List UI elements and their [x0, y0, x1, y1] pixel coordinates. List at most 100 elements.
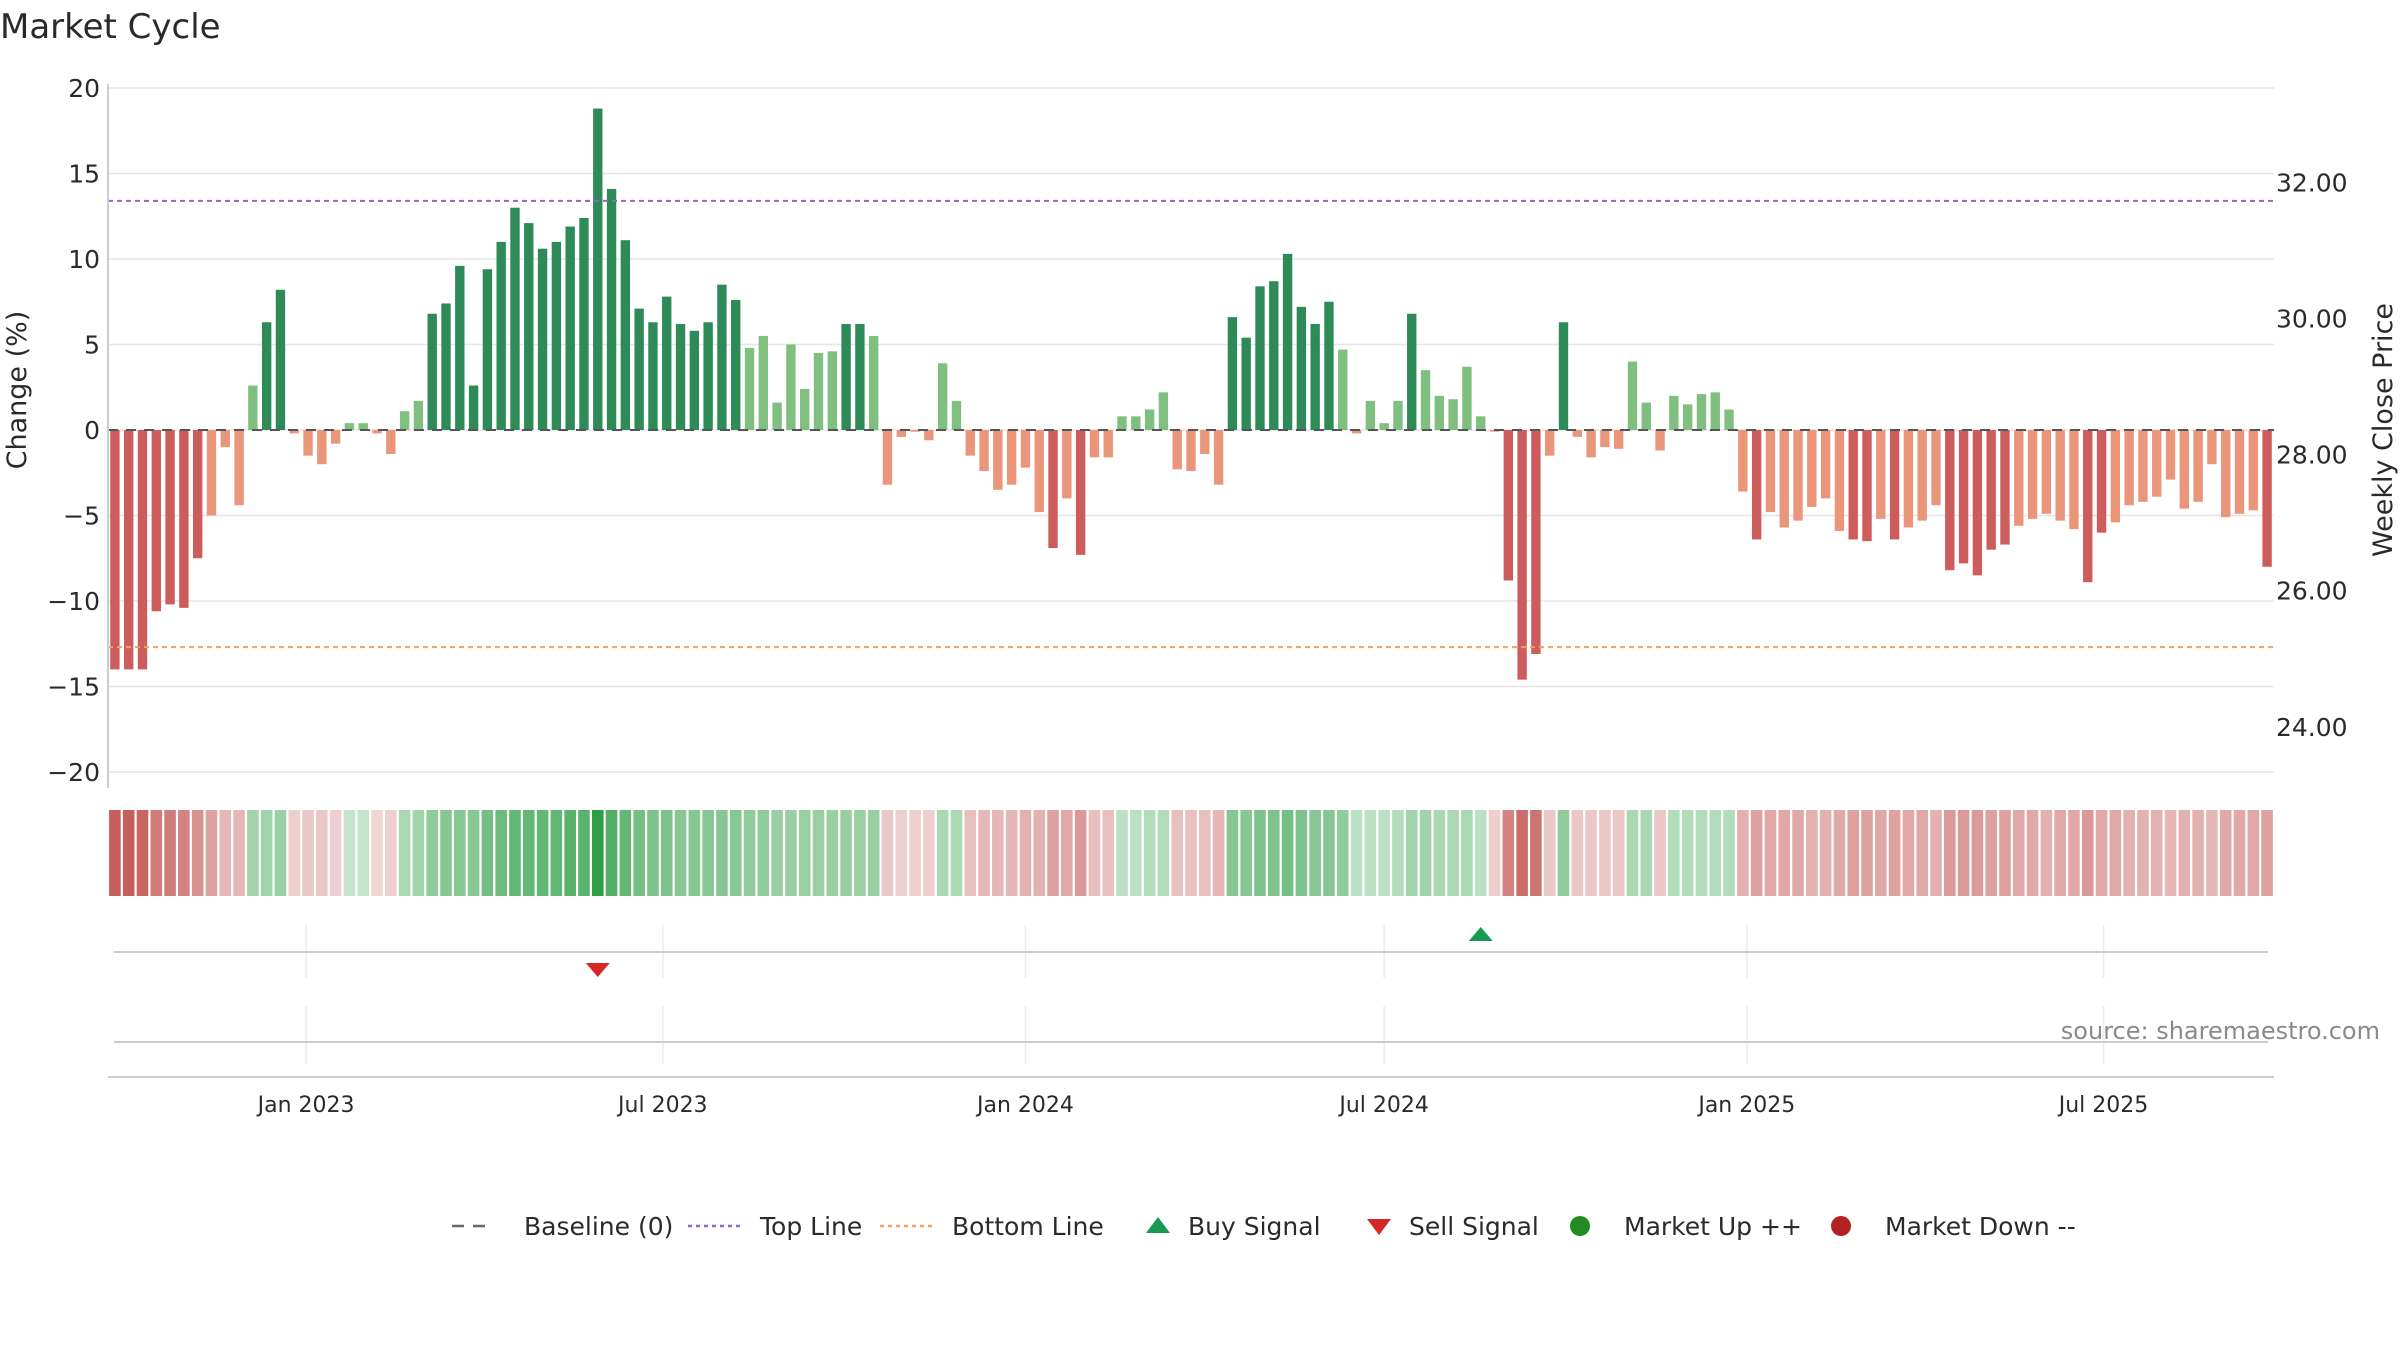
band-cell [2068, 810, 2080, 896]
bar [1255, 286, 1265, 430]
bar [593, 108, 603, 431]
bar [1324, 301, 1334, 430]
band-cell [2095, 810, 2108, 896]
bar [1600, 430, 1610, 448]
band-cell [2247, 810, 2260, 896]
bar [2096, 430, 2107, 533]
band-cell [2206, 810, 2218, 896]
legend-item: Buy Signal [1146, 1212, 1321, 1241]
band-cell [1943, 810, 1956, 896]
bar [1696, 394, 1707, 430]
band-cell [771, 810, 783, 896]
bar [2055, 430, 2065, 521]
bar [1558, 322, 1569, 430]
bar [1724, 409, 1734, 430]
bar [1393, 400, 1403, 430]
band-cell [867, 810, 880, 896]
bar [1075, 430, 1086, 555]
bar [1434, 395, 1445, 430]
band-cell [1778, 810, 1791, 896]
band-cell [936, 810, 949, 896]
band-cell [274, 810, 287, 896]
band-cell [1847, 810, 1860, 896]
band-cell [1626, 810, 1639, 896]
bar [537, 248, 548, 430]
band-cell [509, 810, 521, 896]
band-cell [440, 810, 452, 896]
bar [2262, 430, 2272, 567]
bar [1296, 306, 1307, 430]
band-cell [1461, 810, 1473, 896]
bar [441, 303, 451, 430]
x-tick-label: Jan 2024 [975, 1093, 1074, 1118]
band-cell [467, 810, 480, 896]
bar [386, 430, 396, 454]
bar [524, 223, 534, 430]
band-cell [343, 810, 356, 896]
band-cell [1571, 810, 1584, 896]
bar [1462, 366, 1472, 430]
bar [1034, 430, 1044, 513]
band-cell [1240, 810, 1252, 896]
bar [2207, 430, 2217, 465]
band-cell [1530, 810, 1542, 896]
bar [979, 430, 989, 472]
bar [179, 430, 189, 608]
bar [1310, 323, 1320, 430]
bar [648, 322, 658, 430]
bar [1517, 430, 1527, 680]
band-cell [743, 810, 756, 896]
bar [1572, 430, 1582, 437]
bar [620, 240, 631, 430]
bar [1089, 430, 1100, 458]
bar [1062, 430, 1072, 499]
bar [1613, 430, 1624, 449]
band-cell [840, 810, 852, 896]
bar [1476, 416, 1486, 430]
band-cell [205, 810, 218, 896]
band-cell [412, 810, 425, 896]
bar [468, 385, 479, 430]
y-tick-label: −20 [47, 758, 100, 787]
y-tick-label: 5 [84, 331, 100, 360]
bar [1765, 430, 1776, 513]
bar [1420, 370, 1431, 430]
bar [1117, 416, 1127, 430]
strength-band [109, 810, 2273, 896]
y-tick-label: −5 [63, 502, 100, 531]
bar [1627, 361, 1638, 430]
band-cell [1543, 810, 1556, 896]
band-cell [826, 810, 839, 896]
band-cell [191, 810, 204, 896]
bar [1586, 430, 1596, 458]
chart-title: Market Cycle [0, 7, 221, 47]
band-cell [357, 810, 370, 896]
bar [634, 308, 644, 430]
legend-label: Market Down -- [1885, 1212, 2076, 1241]
bar [841, 323, 851, 430]
bar [565, 226, 575, 430]
axes: 20 15 10 5 0 −5 −10 −15 −20 32.00 30.00 28.00 26.00 2… [47, 74, 2347, 1118]
band-cell [2150, 810, 2163, 896]
y-axis-label: Change (%) [2, 311, 33, 470]
bar [1241, 337, 1251, 430]
band-cell [1599, 810, 1611, 896]
band-cell [302, 810, 314, 896]
legend-label: Market Up ++ [1624, 1212, 1802, 1241]
bar [1131, 416, 1141, 430]
band-cell [702, 810, 714, 896]
bar [689, 330, 700, 430]
bar [703, 322, 713, 430]
bar [289, 430, 299, 434]
band-cell [978, 810, 990, 896]
bar [482, 269, 493, 430]
bar [317, 430, 327, 465]
bar [261, 322, 272, 430]
band-cell [233, 810, 245, 896]
legend-triangle-down-icon [1367, 1219, 1391, 1235]
x-tick-label: Jan 2023 [256, 1093, 355, 1118]
band-cell [1502, 810, 1515, 896]
legend-label: Baseline (0) [524, 1212, 673, 1241]
band-cell [1737, 810, 1749, 896]
band-cell [1350, 810, 1363, 896]
